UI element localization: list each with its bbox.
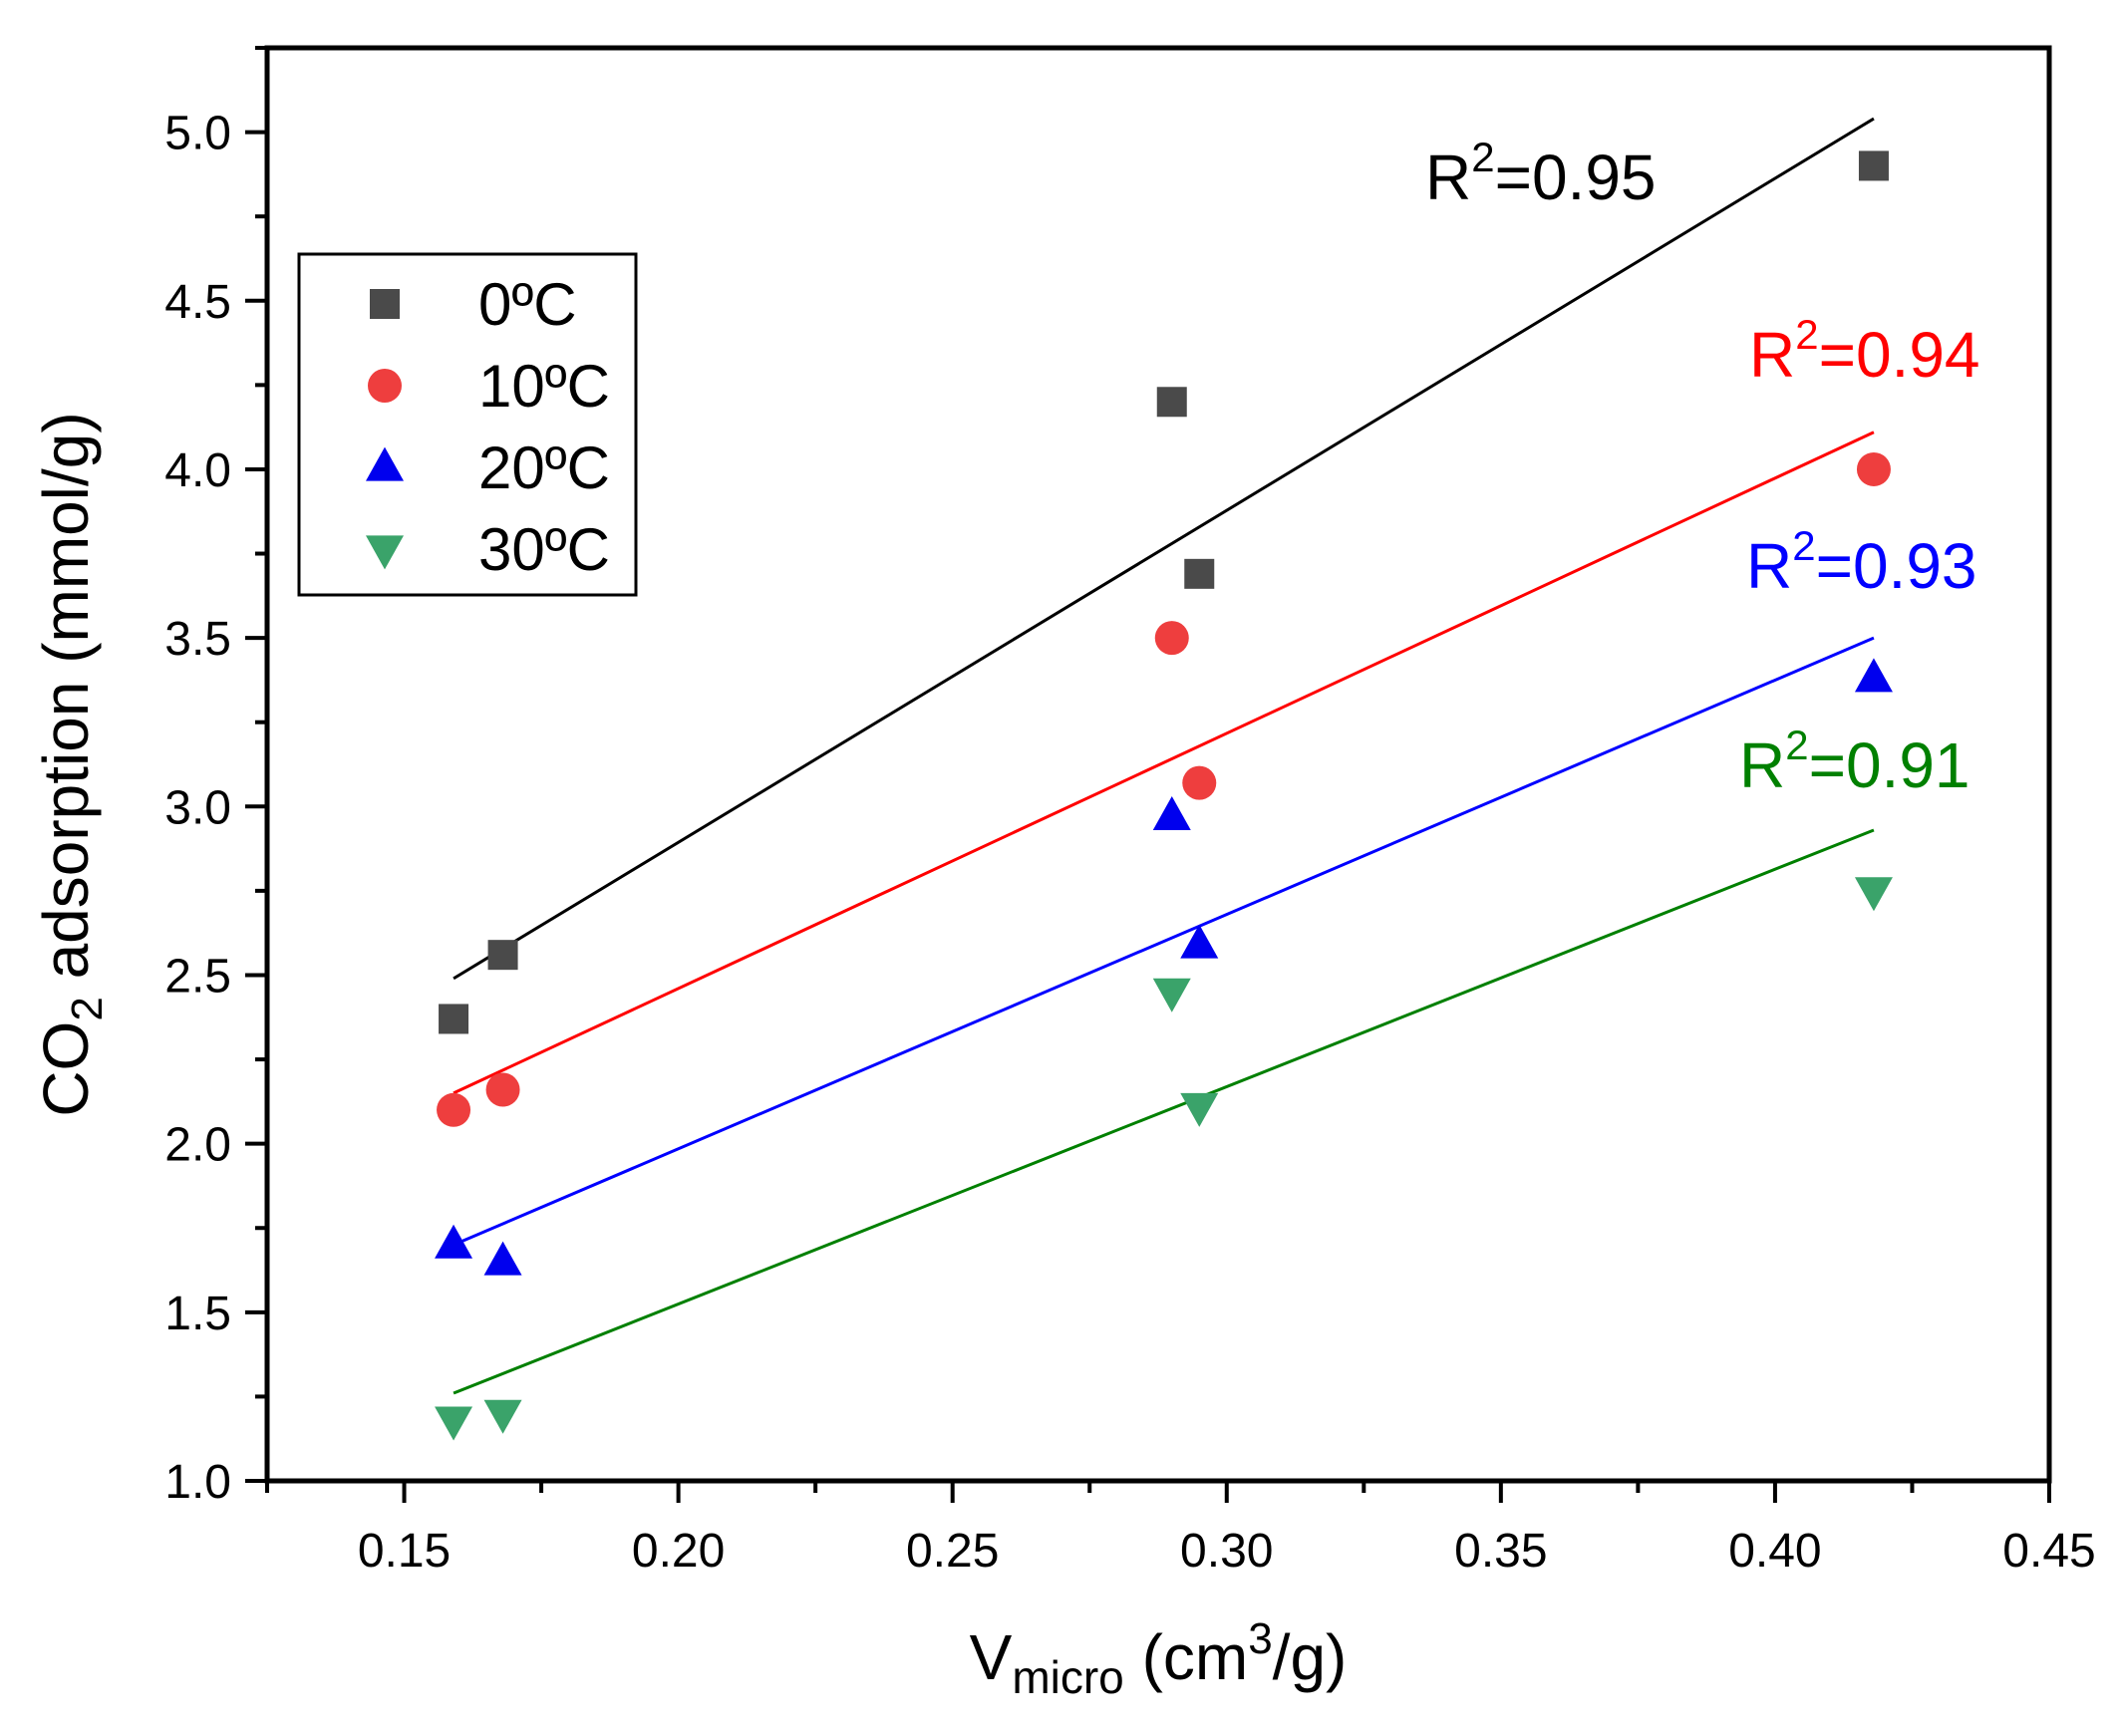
x-axis-title: Vmicro (cm3/g) [970, 1614, 1348, 1703]
r2-superscript: 2 [1785, 722, 1808, 768]
r2-label-series-3: R2=0.91 [1739, 722, 1971, 801]
y-tick-label: 2.0 [164, 1119, 231, 1172]
x-tick-label: 0.40 [1728, 1525, 1821, 1578]
y-tick-label: 1.0 [164, 1456, 231, 1509]
y-tick-label: 3.0 [164, 781, 231, 834]
x-title-unit-pre: (cm [1124, 1621, 1248, 1693]
data-point-series-2 [483, 1241, 522, 1276]
legend: 0ºC 10ºC 20ºC 30ºC [297, 252, 638, 597]
r2-value: =0.91 [1809, 729, 1971, 801]
r2-label-series-2: R2=0.93 [1746, 522, 1977, 602]
data-point-series-0 [1156, 387, 1187, 418]
r2-prefix: R [1739, 729, 1785, 801]
legend-label-series-3: 30ºC [478, 516, 610, 583]
legend-label-series-1: 10ºC [478, 353, 610, 420]
y-tick-label: 3.5 [164, 613, 231, 666]
data-point-series-2 [1152, 796, 1191, 831]
y-axis-title: CO2 adsorption (mmol/g) [30, 412, 112, 1116]
r2-value: =0.95 [1495, 142, 1657, 213]
r2-value: =0.94 [1819, 319, 1980, 391]
y-title-sub: 2 [63, 997, 112, 1020]
fit-line-series-1 [453, 431, 1875, 1095]
legend-label-series-0: 0ºC [478, 271, 577, 338]
r2-superscript: 2 [1792, 522, 1815, 569]
y-title-pre: CO [30, 1021, 102, 1117]
y-tick-label: 4.5 [164, 276, 231, 329]
x-title-sup: 3 [1248, 1614, 1272, 1663]
data-point-series-1 [1182, 765, 1217, 800]
data-point-series-2 [1854, 658, 1893, 693]
r2-label-series-0: R2=0.95 [1425, 134, 1657, 213]
y-tick-label: 5.0 [164, 108, 231, 160]
x-tick-label: 0.35 [1454, 1525, 1547, 1578]
data-point-series-0 [1184, 558, 1215, 589]
r2-label-series-1: R2=0.94 [1749, 311, 1980, 391]
r2-value: =0.93 [1816, 530, 1977, 602]
data-point-series-3 [1180, 1092, 1219, 1127]
data-point-series-3 [1152, 978, 1191, 1013]
data-point-series-1 [437, 1092, 471, 1127]
data-point-series-2 [435, 1224, 473, 1259]
data-point-series-0 [1858, 150, 1889, 181]
fit-line-series-3 [453, 828, 1875, 1395]
data-point-series-3 [1854, 877, 1893, 912]
data-point-series-1 [485, 1072, 520, 1107]
x-tick-label: 0.45 [2002, 1525, 2095, 1578]
legend-marker-series-3 [366, 535, 404, 570]
y-tick-label: 1.5 [164, 1288, 231, 1340]
r2-prefix: R [1746, 530, 1792, 602]
legend-marker-series-1 [368, 369, 402, 403]
x-tick-label: 0.20 [632, 1525, 725, 1578]
x-tick-label: 0.25 [906, 1525, 999, 1578]
r2-prefix: R [1425, 142, 1471, 213]
data-point-series-0 [439, 1004, 469, 1034]
r2-superscript: 2 [1471, 134, 1494, 180]
fit-line-series-0 [453, 117, 1875, 981]
y-title-post: adsorption (mmol/g) [30, 412, 102, 997]
data-point-series-1 [1856, 451, 1891, 486]
x-tick-label: 0.15 [358, 1525, 451, 1578]
x-title-main: V [970, 1621, 1013, 1693]
r2-prefix: R [1749, 319, 1795, 391]
data-point-series-1 [1154, 621, 1189, 656]
x-axis-ticks: 0.15 0.20 0.25 0.30 0.35 0.40 0.45 [265, 1481, 2096, 1578]
y-tick-label: 4.0 [164, 444, 231, 497]
data-point-series-3 [435, 1406, 473, 1441]
fit-lines [453, 117, 1875, 1395]
data-markers [435, 150, 1893, 1441]
x-title-sub: micro [1012, 1651, 1123, 1703]
y-tick-label: 2.5 [164, 950, 231, 1003]
data-point-series-2 [1180, 924, 1219, 959]
plot-frame [264, 45, 2052, 1484]
x-title-unit-post: /g) [1273, 1621, 1348, 1693]
y-axis-ticks: 1.0 1.5 2.0 2.5 3.0 3.5 4.0 4.5 5.0 [164, 46, 267, 1509]
data-point-series-3 [483, 1399, 522, 1434]
legend-label-series-2: 20ºC [478, 434, 610, 501]
legend-box [297, 252, 638, 597]
r2-superscript: 2 [1795, 311, 1818, 358]
legend-marker-series-2 [366, 446, 404, 481]
fit-line-series-2 [453, 636, 1875, 1247]
data-point-series-0 [487, 940, 518, 971]
x-tick-label: 0.30 [1180, 1525, 1273, 1578]
legend-marker-series-0 [370, 289, 400, 319]
